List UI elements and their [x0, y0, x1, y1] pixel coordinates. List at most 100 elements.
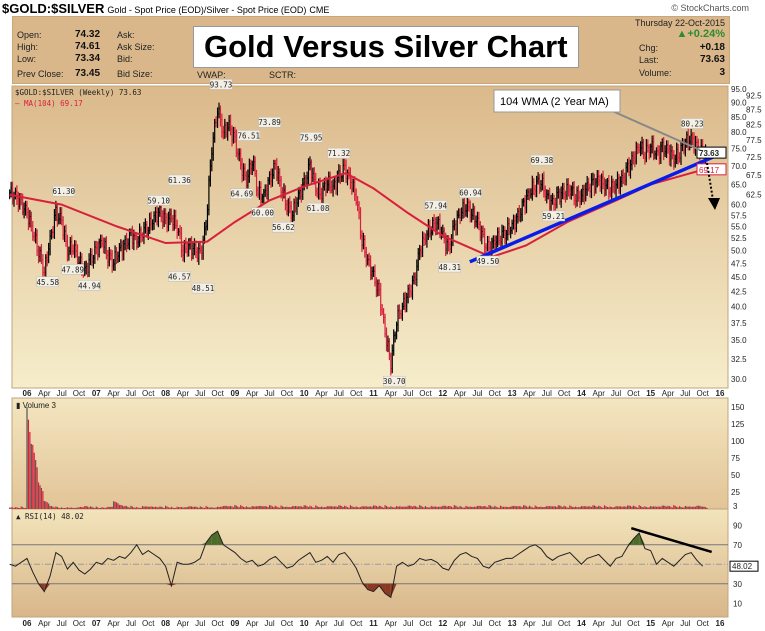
point-label: 60.94: [459, 189, 482, 198]
volume-bar: [177, 507, 180, 509]
volume-bar: [121, 505, 123, 509]
volume-bar: [102, 507, 105, 509]
volume-bar: [579, 507, 581, 509]
volume-bar: [664, 505, 666, 509]
chg-value: +0.18: [699, 42, 725, 53]
volume-bar: [635, 506, 637, 509]
point-label: 48.31: [438, 263, 461, 272]
x-tick: Apr: [177, 389, 190, 398]
volume-tick: 50: [731, 471, 740, 480]
volume-bar: [162, 507, 164, 509]
volume-bar: [35, 460, 37, 509]
volume-bar: [394, 507, 396, 509]
volume-tick: 75: [731, 454, 740, 463]
volume-bar: [153, 507, 155, 509]
volume-bar: [309, 505, 311, 509]
volume-bar: [218, 506, 220, 509]
volume-bar: [33, 452, 35, 509]
volume-bar: [192, 506, 194, 509]
point-label: 93.73: [210, 80, 233, 89]
volume-tick: 150: [731, 403, 745, 412]
volume-tick: 100: [731, 437, 745, 446]
volume-bar: [117, 503, 119, 509]
x-tick: 06: [23, 389, 32, 398]
x-tick-bottom: Apr: [177, 619, 190, 628]
point-label: 45.58: [37, 278, 60, 287]
point-label: 71.32: [328, 149, 351, 158]
volume-bar: [466, 506, 468, 509]
exchange: CME: [309, 5, 330, 15]
volume-bar: [286, 506, 288, 509]
volume-bar: [358, 507, 360, 509]
volume-bar: [167, 507, 170, 509]
volume-bar: [55, 506, 57, 509]
bid-label: Bid:: [117, 54, 133, 64]
volume-bar: [445, 505, 447, 509]
volume-bar: [100, 507, 102, 509]
ask-label: Ask:: [117, 30, 135, 40]
volume-bar: [69, 507, 71, 509]
volume-bar: [32, 444, 34, 509]
volume-bar: [283, 506, 285, 509]
volume-bar: [683, 507, 685, 509]
volume-bar: [81, 506, 83, 509]
volume-bar: [541, 507, 544, 509]
volume-bar: [665, 506, 668, 509]
annotation-text: 104 WMA (2 Year MA): [500, 96, 609, 108]
volume-bar: [235, 505, 237, 509]
point-label: 75.95: [300, 133, 323, 142]
x-tick: 15: [646, 389, 655, 398]
rsi-tag: 48.02: [732, 562, 753, 571]
x-tick: Oct: [73, 389, 86, 398]
x-tick-bottom: Oct: [419, 619, 432, 628]
volume-bar: [201, 506, 203, 509]
volume-bar: [544, 506, 546, 509]
volume-bar: [551, 506, 554, 509]
x-tick: Oct: [696, 389, 709, 398]
volume-bar: [582, 506, 584, 509]
volume-bar: [74, 507, 76, 509]
volume-bar: [615, 506, 617, 509]
volume-bar: [95, 506, 97, 509]
volume-bar: [570, 506, 572, 509]
point-label-box: [237, 130, 261, 141]
volume-bar: [625, 506, 627, 509]
last-price-tag: 73.63: [699, 149, 720, 158]
volume-bar: [150, 506, 152, 509]
volume-bar: [397, 506, 399, 509]
x-tick: Oct: [419, 389, 432, 398]
volume-bar: [23, 507, 25, 509]
volume-bar: [673, 505, 675, 509]
volume-bar: [424, 506, 427, 509]
volume-bar: [244, 507, 246, 509]
x-tick-bottom: Apr: [662, 619, 675, 628]
volume-bar: [320, 506, 323, 509]
volume-bar: [690, 506, 692, 509]
point-label: 64.69: [231, 190, 254, 199]
volume-bar: [318, 506, 320, 509]
volume-bar: [39, 485, 41, 509]
volume-bar: [494, 505, 496, 509]
volume-bar: [611, 507, 613, 509]
volume-bar: [453, 505, 455, 509]
volume-bar: [232, 507, 235, 509]
volume-bar: [71, 507, 73, 509]
volume-bar: [576, 507, 578, 509]
volume-bar: [260, 505, 262, 509]
volume-bar: [134, 507, 136, 509]
point-label: 56.62: [272, 223, 295, 232]
x-tick: Oct: [489, 389, 502, 398]
volume-bar: [407, 505, 409, 509]
price-tick: 75.0: [731, 144, 747, 153]
volume-bar: [492, 507, 494, 509]
x-tick-bottom: Apr: [107, 619, 120, 628]
volume-bar: [229, 506, 232, 509]
volume-bar: [583, 506, 585, 509]
volume-bar: [66, 507, 69, 509]
volume-bar: [344, 505, 346, 509]
x-tick-bottom: 13: [508, 619, 517, 628]
volume-bar: [538, 506, 541, 509]
volume-bar: [92, 507, 95, 509]
volume-bar: [381, 506, 383, 509]
volume-bar: [322, 507, 324, 509]
